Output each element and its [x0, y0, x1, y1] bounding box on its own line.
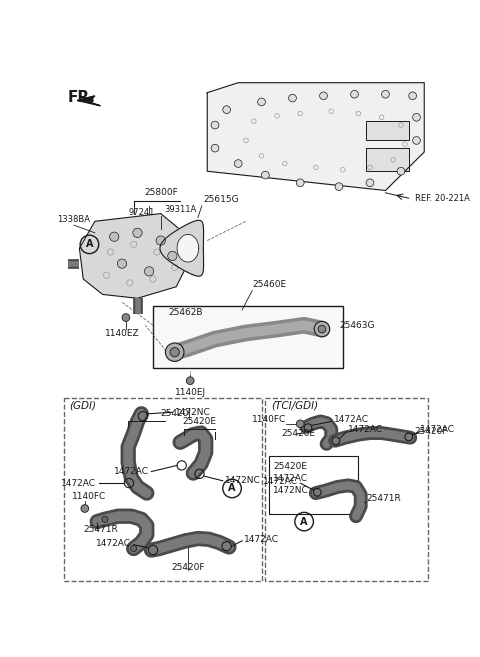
Polygon shape	[177, 235, 199, 262]
Circle shape	[170, 348, 180, 357]
Text: 1140EZ: 1140EZ	[105, 329, 140, 338]
Text: 1472AC: 1472AC	[334, 415, 369, 424]
Text: 1140EJ: 1140EJ	[175, 388, 206, 397]
Circle shape	[133, 228, 142, 237]
Text: 25420F: 25420F	[414, 427, 448, 436]
Polygon shape	[77, 96, 100, 106]
Circle shape	[223, 106, 230, 114]
Bar	[153, 306, 343, 367]
Text: 1472NC: 1472NC	[175, 408, 210, 417]
Text: 25420F: 25420F	[171, 562, 204, 572]
Circle shape	[382, 91, 389, 98]
Polygon shape	[79, 214, 188, 298]
Bar	[265, 398, 428, 581]
Text: 1472AC: 1472AC	[244, 535, 279, 544]
Text: REF. 20-221A: REF. 20-221A	[415, 194, 470, 203]
Text: 25420E: 25420E	[182, 417, 216, 426]
Bar	[269, 456, 359, 514]
Text: 25800F: 25800F	[144, 188, 178, 196]
Circle shape	[335, 183, 343, 191]
Circle shape	[168, 252, 177, 261]
Circle shape	[314, 321, 330, 337]
Text: 1140FC: 1140FC	[252, 415, 286, 424]
Circle shape	[234, 160, 242, 168]
Text: 25420E: 25420E	[281, 428, 315, 438]
Text: A: A	[300, 516, 308, 527]
Circle shape	[397, 168, 405, 175]
Circle shape	[109, 232, 119, 241]
Text: 25471R: 25471R	[83, 525, 118, 533]
Circle shape	[320, 92, 327, 100]
Bar	[64, 398, 262, 581]
Text: (GDI): (GDI)	[69, 401, 96, 411]
Text: 25462B: 25462B	[168, 308, 203, 317]
Text: A: A	[228, 484, 236, 493]
Text: 97241: 97241	[128, 208, 155, 217]
Text: 25463G: 25463G	[339, 321, 374, 330]
Circle shape	[296, 420, 304, 428]
Circle shape	[186, 377, 194, 384]
Bar	[366, 121, 409, 141]
Text: 1140FC: 1140FC	[72, 492, 106, 501]
Circle shape	[413, 114, 420, 121]
Text: 1472AC: 1472AC	[348, 426, 384, 434]
Circle shape	[156, 236, 166, 245]
Text: A: A	[86, 239, 93, 250]
Text: FR.: FR.	[68, 89, 96, 104]
Circle shape	[409, 92, 417, 100]
Text: 25471R: 25471R	[366, 494, 401, 503]
Text: (TCI/GDI): (TCI/GDI)	[271, 401, 318, 411]
Circle shape	[144, 267, 154, 276]
Text: 1338BA: 1338BA	[58, 215, 90, 223]
Text: 1472AC: 1472AC	[420, 426, 456, 434]
Text: 25420E: 25420E	[273, 461, 307, 470]
Circle shape	[102, 516, 108, 522]
Circle shape	[288, 94, 296, 102]
Text: 1472NC: 1472NC	[225, 476, 261, 486]
Circle shape	[413, 137, 420, 145]
Circle shape	[131, 545, 137, 552]
Circle shape	[366, 179, 374, 187]
Circle shape	[122, 313, 130, 321]
Circle shape	[117, 259, 127, 268]
Circle shape	[81, 505, 89, 512]
Bar	[366, 148, 409, 171]
Circle shape	[296, 179, 304, 187]
Polygon shape	[207, 83, 424, 191]
Circle shape	[350, 91, 359, 98]
Circle shape	[262, 171, 269, 179]
Text: 1472AC: 1472AC	[96, 539, 132, 549]
Text: 25615G: 25615G	[204, 195, 239, 204]
Circle shape	[318, 325, 326, 333]
Text: 39311A: 39311A	[165, 204, 197, 214]
Circle shape	[258, 98, 265, 106]
Circle shape	[211, 121, 219, 129]
Circle shape	[211, 145, 219, 152]
Circle shape	[166, 343, 184, 361]
Text: 1472AC: 1472AC	[263, 477, 298, 486]
Polygon shape	[160, 220, 204, 276]
Text: 25460E: 25460E	[252, 280, 287, 289]
Text: 25420J: 25420J	[161, 409, 192, 419]
Text: 1472AC: 1472AC	[61, 478, 96, 487]
Text: 1472NC: 1472NC	[273, 486, 309, 495]
Text: 1472AC: 1472AC	[114, 467, 149, 476]
Text: 1472AC: 1472AC	[273, 474, 308, 483]
